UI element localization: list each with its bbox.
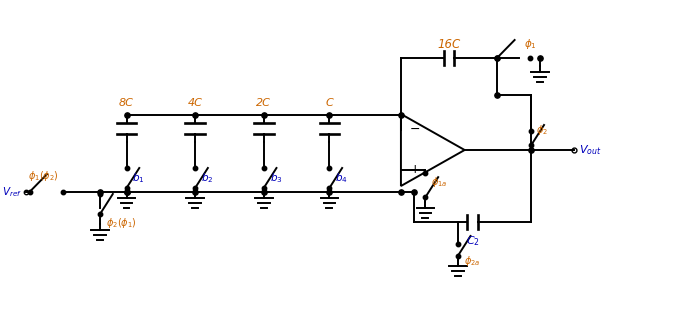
Text: $b_4$: $b_4$	[335, 171, 348, 185]
Text: $V_{out}$: $V_{out}$	[579, 143, 602, 157]
Text: $\phi_2(\phi_1)$: $\phi_2(\phi_1)$	[106, 216, 137, 230]
Text: $\phi_2$: $\phi_2$	[536, 123, 548, 137]
Text: $b_3$: $b_3$	[270, 171, 282, 185]
Text: $+$: $+$	[409, 163, 420, 176]
Text: $\phi_{2a}$: $\phi_{2a}$	[464, 254, 480, 268]
Text: $b_2$: $b_2$	[201, 171, 213, 185]
Text: $C_2$: $C_2$	[466, 234, 480, 248]
Text: $\phi_1(\phi_2)$: $\phi_1(\phi_2)$	[28, 169, 58, 183]
Text: 2C: 2C	[256, 98, 271, 108]
Text: 4C: 4C	[188, 98, 203, 108]
Text: $\phi_1$: $\phi_1$	[525, 37, 537, 51]
Text: 16C: 16C	[437, 38, 461, 51]
Text: $b_1$: $b_1$	[132, 171, 145, 185]
Text: $-$: $-$	[409, 122, 420, 135]
Text: 8C: 8C	[119, 98, 134, 108]
Text: $\phi_{1a}$: $\phi_{1a}$	[431, 175, 448, 189]
Text: $V_{ref}$: $V_{ref}$	[1, 185, 21, 199]
Text: C: C	[325, 98, 334, 108]
